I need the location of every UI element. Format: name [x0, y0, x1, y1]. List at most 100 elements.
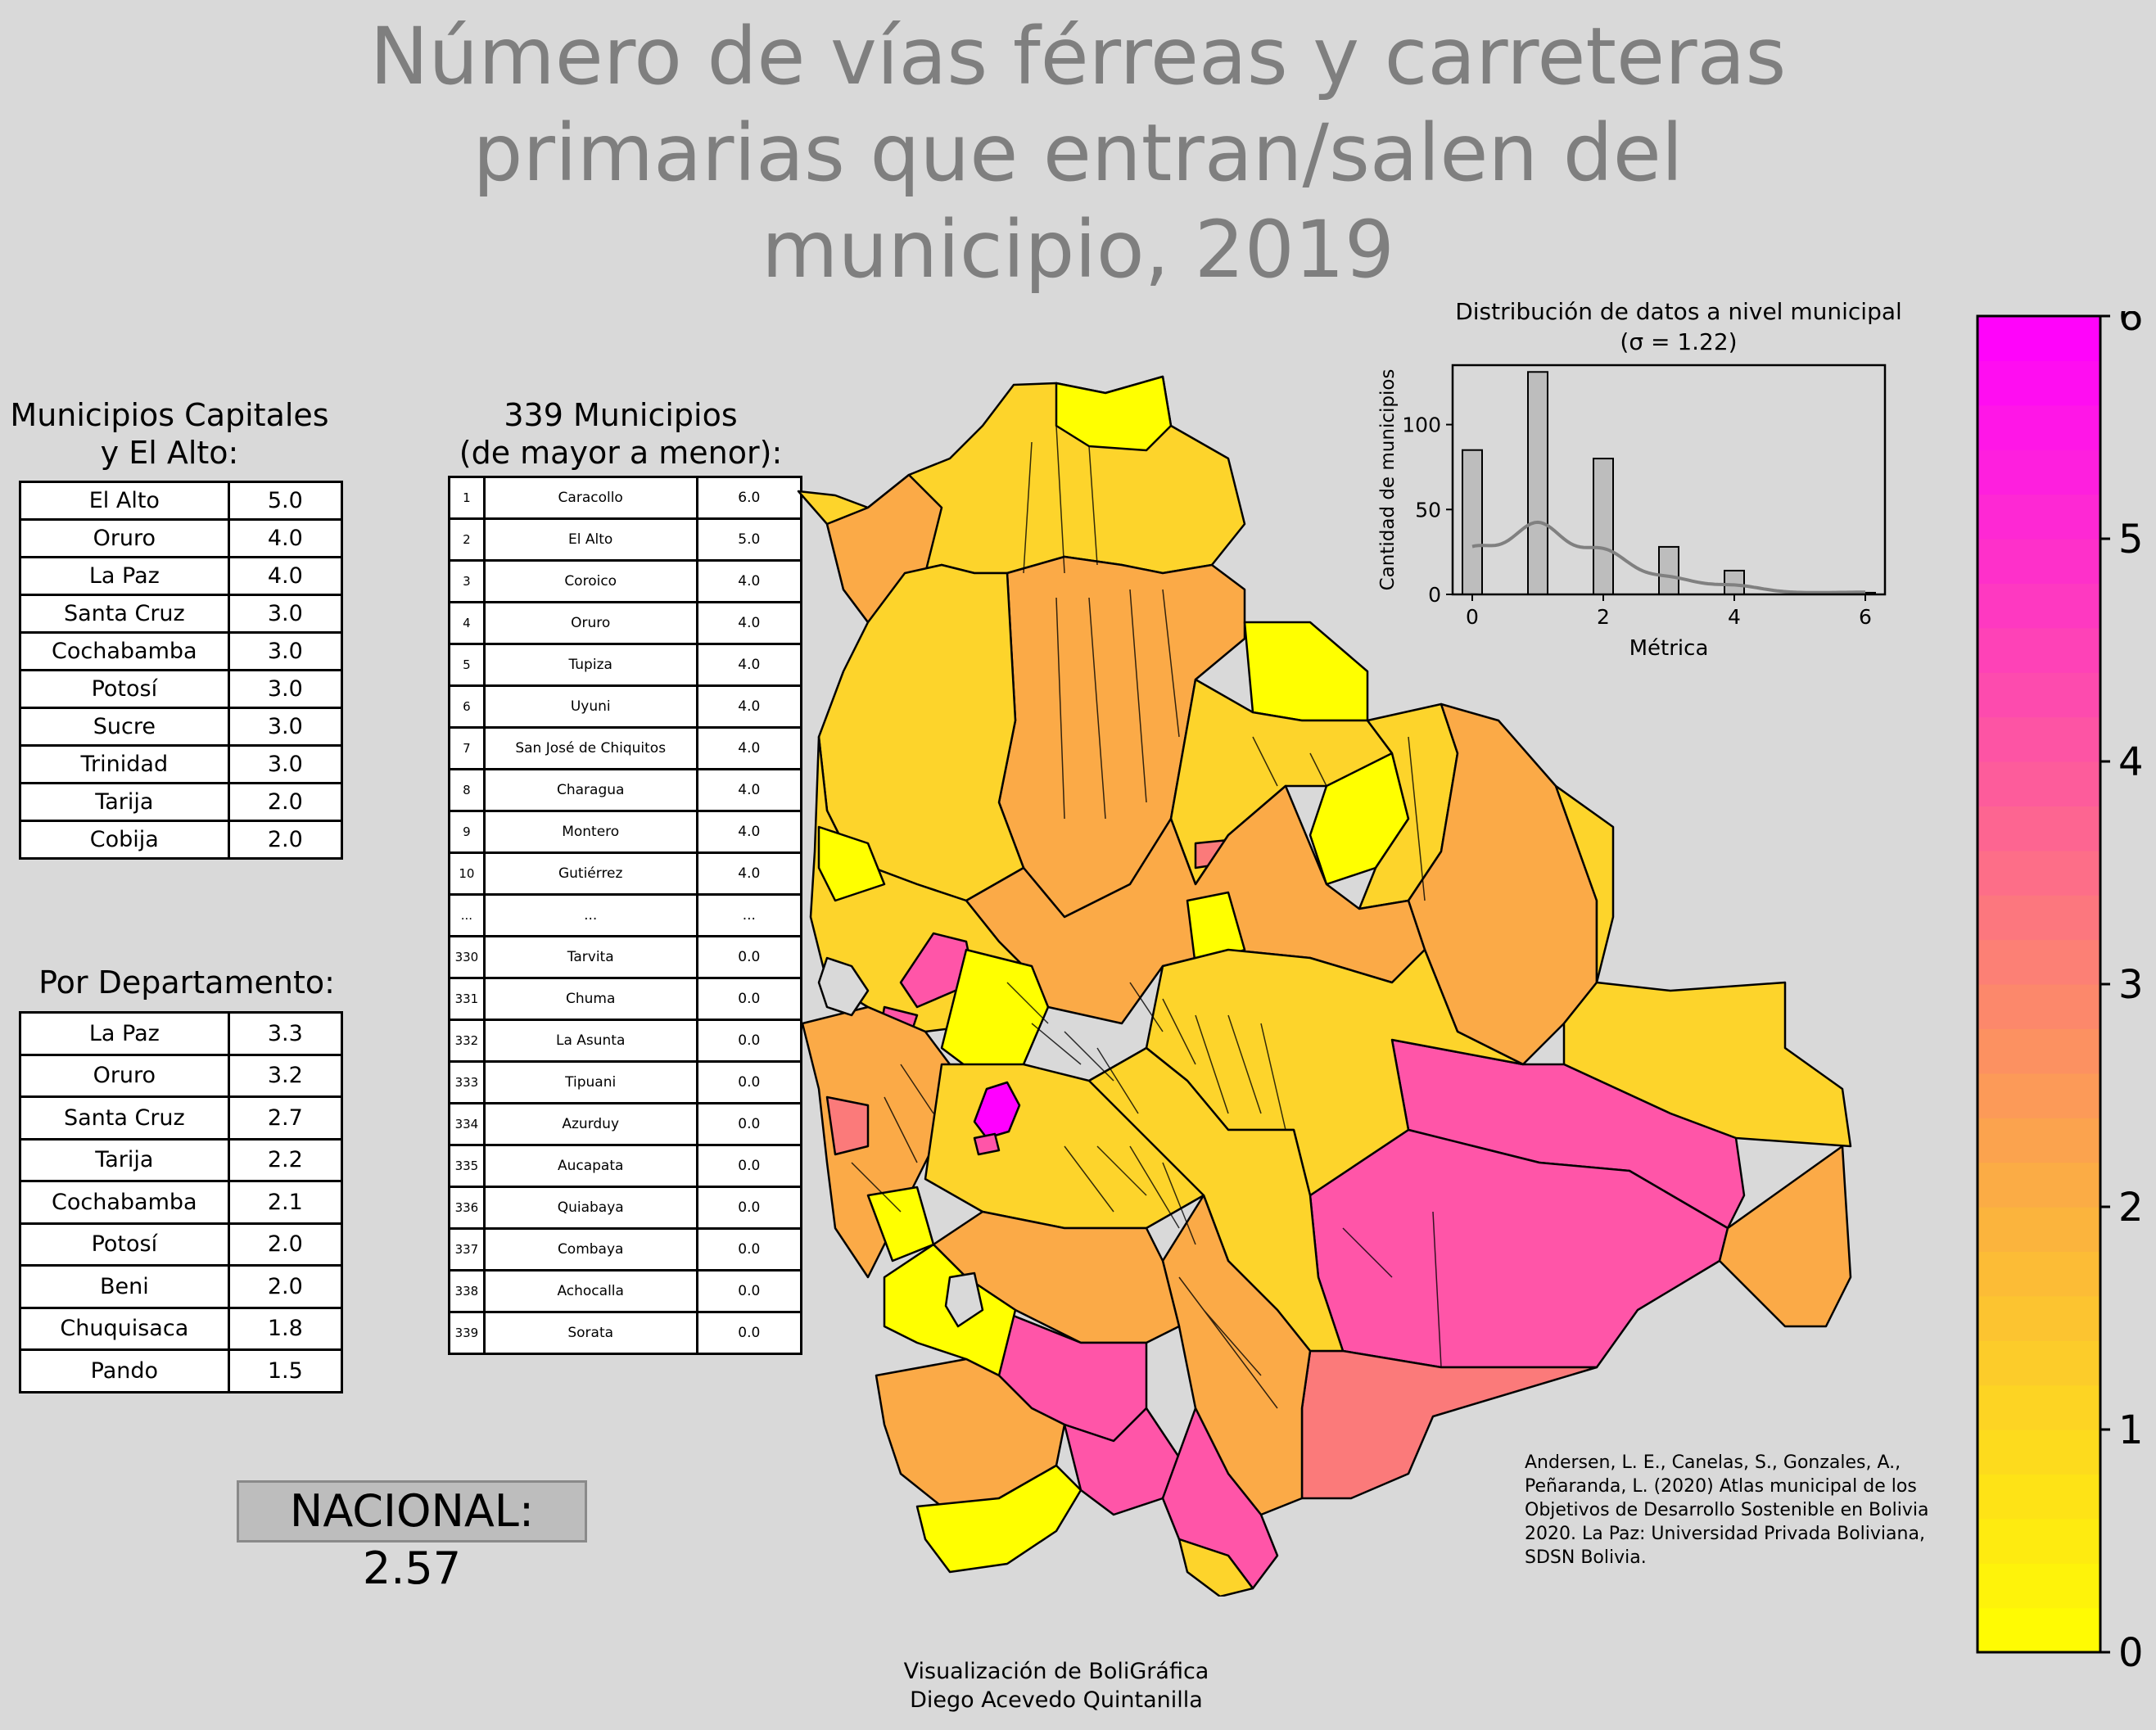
- department-row-name: Santa Cruz: [19, 1095, 230, 1141]
- municipality-row-name: Caracollo: [482, 476, 698, 520]
- municipality-row-rank: 5: [448, 643, 486, 687]
- kde-line: [1471, 520, 1865, 594]
- municipality-row: 3 Coroico 4.0: [448, 559, 803, 603]
- municipality-row-name: Tarvita: [482, 935, 698, 979]
- capital-row: Oruro 4.0: [19, 518, 344, 558]
- colorbar-band: [1977, 449, 2100, 495]
- capital-row-value: 3.0: [227, 707, 344, 747]
- colorbar-band: [1977, 761, 2100, 806]
- region-pando-west: [825, 473, 943, 624]
- capital-row: Tarija 2.0: [19, 782, 344, 822]
- municipalities-caption-line-2: (de mayor a menor):: [459, 435, 783, 471]
- department-row: Potosí 2.0: [19, 1222, 344, 1267]
- histogram-bar: [1658, 545, 1679, 595]
- department-row-name: Potosí: [19, 1222, 230, 1267]
- municipality-row-name: Sorata: [482, 1311, 698, 1355]
- departments-table: La Paz 3.3 Oruro 3.2 Santa Cruz 2.7 Tarija 2.2 C…: [19, 1011, 344, 1393]
- department-row-name: Cochabamba: [19, 1180, 230, 1225]
- department-row: Cochabamba 2.1: [19, 1180, 344, 1225]
- region-santacruz-far-east: [1562, 981, 1852, 1148]
- region-santacruz-ne: [1554, 784, 1615, 984]
- department-row-value: 3.3: [227, 1011, 344, 1056]
- title-line-1: Número de vías férreas y carreteras: [369, 11, 1787, 102]
- department-row: Santa Cruz 2.7: [19, 1095, 344, 1141]
- municipality-row-value: ...: [695, 893, 803, 937]
- capital-row: El Alto 5.0: [19, 481, 344, 521]
- municipality-row: 10 Gutiérrez 4.0: [448, 851, 803, 896]
- municipality-row-value: 0.0: [695, 935, 803, 979]
- lake-titicaca: [817, 956, 870, 1017]
- municipality-row-name: Achocalla: [482, 1269, 698, 1313]
- capital-row-value: 3.0: [227, 744, 344, 784]
- histogram-ytick-label: 100: [1402, 413, 1441, 437]
- colorbar-band: [1977, 539, 2100, 584]
- municipality-row-value: 4.0: [695, 810, 803, 854]
- capital-row-name: Oruro: [19, 518, 230, 558]
- municipality-row-name: Gutiérrez: [482, 851, 698, 896]
- colorbar-band: [1977, 850, 2100, 896]
- municipality-row-name: El Alto: [482, 517, 698, 562]
- municipality-row-rank: 338: [448, 1269, 486, 1313]
- colorbar-band: [1977, 583, 2100, 629]
- colorbar-tick-label: 4: [2118, 739, 2144, 785]
- colorbar-band: [1977, 716, 2100, 762]
- municipality-row-value: 4.0: [695, 684, 803, 729]
- capital-row-name: Santa Cruz: [19, 594, 230, 634]
- histogram-title-line-2: (σ = 1.22): [1620, 328, 1738, 355]
- municipality-row: 9 Montero 4.0: [448, 810, 803, 854]
- municipality-row-value: 0.0: [695, 1311, 803, 1355]
- department-row-value: 1.8: [227, 1306, 344, 1351]
- municipal-boundaries: [851, 425, 1442, 1409]
- municipality-row: 5 Tupiza 4.0: [448, 643, 803, 687]
- municipality-row: 8 Charagua 4.0: [448, 768, 803, 812]
- departments-caption: Por Departamento:: [38, 964, 335, 1001]
- department-row: Beni 2.0: [19, 1264, 344, 1309]
- colorbar-band: [1977, 360, 2100, 406]
- municipality-row: 334 Azurduy 0.0: [448, 1102, 803, 1146]
- capital-row-value: 2.0: [227, 782, 344, 822]
- municipality-row-name: Chuma: [482, 977, 698, 1021]
- municipality-row-value: 0.0: [695, 1060, 803, 1104]
- department-row: Oruro 3.2: [19, 1053, 344, 1098]
- municipality-row-rank: 332: [448, 1019, 486, 1063]
- municipality-row-rank: 10: [448, 851, 486, 896]
- capital-row: Potosí 3.0: [19, 669, 344, 709]
- region-tarija-yellow: [1177, 1538, 1254, 1597]
- department-row-name: Tarija: [19, 1137, 230, 1182]
- histogram-title-line-1: Distribución de datos a nivel municipal: [1455, 298, 1902, 325]
- municipality-row-value: 4.0: [695, 559, 803, 603]
- department-row-name: Pando: [19, 1348, 230, 1393]
- municipality-row: 333 Tipuani 0.0: [448, 1060, 803, 1104]
- municipality-row: .........: [448, 893, 803, 937]
- department-row-value: 1.5: [227, 1348, 344, 1393]
- credits-line-2: Diego Acevedo Quintanilla: [910, 1687, 1203, 1713]
- capital-row-value: 3.0: [227, 594, 344, 634]
- capitals-caption-line-2: y El Alto:: [100, 435, 239, 471]
- municipality-row: 331 Chuma 0.0: [448, 977, 803, 1021]
- region-lapaz-yellow-north: [817, 825, 886, 902]
- colorbar-band: [1977, 1340, 2100, 1386]
- municipality-row-name: Combaya: [482, 1227, 698, 1272]
- histogram-ytick-label: 0: [1428, 583, 1441, 607]
- capital-row-name: Trinidad: [19, 744, 230, 784]
- municipality-row-value: 0.0: [695, 1102, 803, 1146]
- histogram-bar: [1527, 371, 1548, 596]
- municipality-row: 4 Oruro 4.0: [448, 601, 803, 645]
- municipality-row: 1 Caracollo 6.0: [448, 476, 803, 520]
- colorbar-band: [1977, 1518, 2100, 1564]
- municipality-row-rank: 8: [448, 768, 486, 812]
- colorbar-band: [1977, 1207, 2100, 1252]
- colorbar-band: [1977, 1607, 2100, 1653]
- municipality-row: 335 Aucapata 0.0: [448, 1144, 803, 1188]
- municipality-row: 336 Quiabaya 0.0: [448, 1186, 803, 1230]
- municipality-row-value: 4.0: [695, 768, 803, 812]
- capital-row-name: Cochabamba: [19, 631, 230, 671]
- department-row-value: 2.1: [227, 1180, 344, 1225]
- municipality-row-rank: 9: [448, 810, 486, 854]
- municipality-row: 330 Tarvita 0.0: [448, 935, 803, 979]
- capital-row: Cobija 2.0: [19, 820, 344, 860]
- region-yellow-central: [1186, 891, 1246, 968]
- region-sud-lipez: [915, 1464, 1083, 1574]
- capital-row-value: 3.0: [227, 669, 344, 709]
- colorbar: 0 1 2 3 4 5 6: [1976, 311, 2144, 1670]
